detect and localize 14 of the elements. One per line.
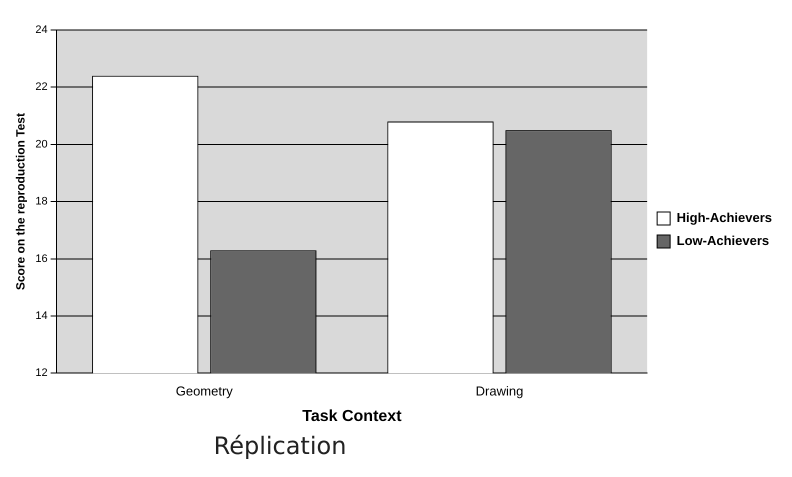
y-tick-label: 14	[35, 310, 48, 322]
y-tick-label: 20	[35, 138, 48, 150]
text: Réplication	[212, 432, 348, 460]
y-tick-label: 24	[35, 24, 48, 36]
x-tick-label: Geometry	[176, 384, 234, 399]
x-axis-title: Task Context	[302, 408, 402, 425]
y-tick-label: 18	[35, 196, 48, 208]
y-tick-label: 12	[35, 367, 48, 380]
y-axis-title: Score on the reproduction Test	[14, 113, 28, 290]
legend-label: Low-Achievers	[676, 233, 770, 248]
y-tick-label: 22	[35, 81, 48, 94]
y-tick-label: 16	[35, 252, 48, 265]
x-tick-label: Drawing	[476, 384, 524, 399]
legend-label: High-Achievers	[676, 210, 772, 226]
